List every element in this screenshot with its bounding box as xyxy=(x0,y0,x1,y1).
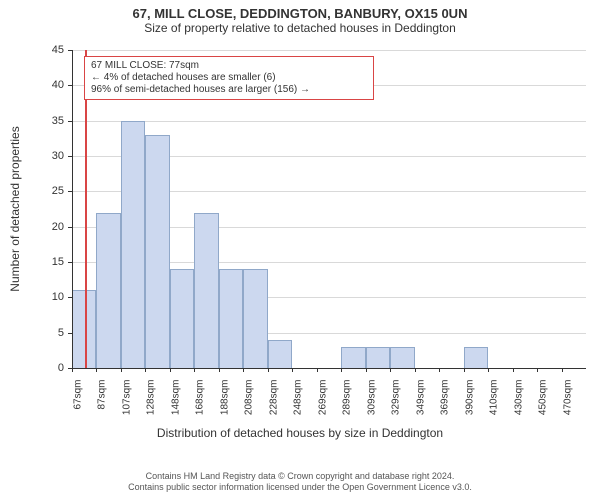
y-tick-label: 15 xyxy=(0,256,64,268)
histogram-bar xyxy=(366,347,390,368)
histogram-bar xyxy=(194,213,218,368)
x-tick-label: 410sqm xyxy=(489,380,500,430)
x-tick-label: 369sqm xyxy=(440,380,451,430)
x-tick-label: 470sqm xyxy=(562,380,573,430)
histogram-bar xyxy=(170,269,194,368)
gridline xyxy=(72,121,586,122)
attribution-line2: Contains public sector information licen… xyxy=(0,482,600,494)
x-tick-label: 450sqm xyxy=(538,380,549,430)
histogram-bar xyxy=(121,121,145,368)
x-tick-label: 107sqm xyxy=(121,380,132,430)
x-tick-label: 148sqm xyxy=(170,380,181,430)
histogram-bar xyxy=(72,290,96,368)
histogram-bar xyxy=(219,269,243,368)
histogram-bar xyxy=(96,213,120,368)
attribution-text: Contains HM Land Registry data © Crown c… xyxy=(0,471,600,494)
gridline xyxy=(72,50,586,51)
x-tick-label: 128sqm xyxy=(146,380,157,430)
histogram-bar xyxy=(268,340,292,368)
y-tick-label: 35 xyxy=(0,115,64,127)
attribution-line1: Contains HM Land Registry data © Crown c… xyxy=(0,471,600,483)
y-tick-label: 5 xyxy=(0,327,64,339)
histogram-bar xyxy=(243,269,267,368)
x-tick-label: 430sqm xyxy=(513,380,524,430)
y-tick-label: 45 xyxy=(0,44,64,56)
x-axis-line xyxy=(72,368,586,369)
infobox-line3: 96% of semi-detached houses are larger (… xyxy=(91,84,367,96)
property-info-box: 67 MILL CLOSE: 77sqm ← 4% of detached ho… xyxy=(84,56,374,100)
histogram-bar xyxy=(341,347,365,368)
x-tick-label: 309sqm xyxy=(366,380,377,430)
y-tick-label: 30 xyxy=(0,150,64,162)
infobox-line1: 67 MILL CLOSE: 77sqm xyxy=(91,60,367,72)
x-tick-label: 188sqm xyxy=(219,380,230,430)
x-tick-label: 168sqm xyxy=(195,380,206,430)
x-tick-label: 269sqm xyxy=(317,380,328,430)
x-tick-label: 228sqm xyxy=(268,380,279,430)
chart-area: Number of detached properties 0 5 10 15 20 25… xyxy=(0,0,600,500)
histogram-bar xyxy=(464,347,488,368)
x-tick-label: 390sqm xyxy=(464,380,475,430)
y-tick-label: 20 xyxy=(0,221,64,233)
x-tick-label: 248sqm xyxy=(293,380,304,430)
x-tick-label: 87sqm xyxy=(97,380,108,430)
y-axis-label: Number of detached properties xyxy=(8,59,22,359)
x-tick-label: 349sqm xyxy=(415,380,426,430)
histogram-bar xyxy=(390,347,414,368)
chart-container: { "header": { "title": "67, MILL CLOSE, … xyxy=(0,0,600,500)
y-tick-label: 25 xyxy=(0,185,64,197)
x-tick-label: 289sqm xyxy=(342,380,353,430)
x-tick-label: 208sqm xyxy=(244,380,255,430)
y-tick-label: 40 xyxy=(0,79,64,91)
y-tick-label: 0 xyxy=(0,362,64,374)
x-axis-label: Distribution of detached houses by size … xyxy=(0,426,600,440)
x-tick-label: 329sqm xyxy=(391,380,402,430)
y-axis-line xyxy=(72,50,73,368)
infobox-line2: ← 4% of detached houses are smaller (6) xyxy=(91,72,367,84)
y-tick-label: 10 xyxy=(0,291,64,303)
histogram-bar xyxy=(145,135,169,368)
x-tick-label: 67sqm xyxy=(73,380,84,430)
